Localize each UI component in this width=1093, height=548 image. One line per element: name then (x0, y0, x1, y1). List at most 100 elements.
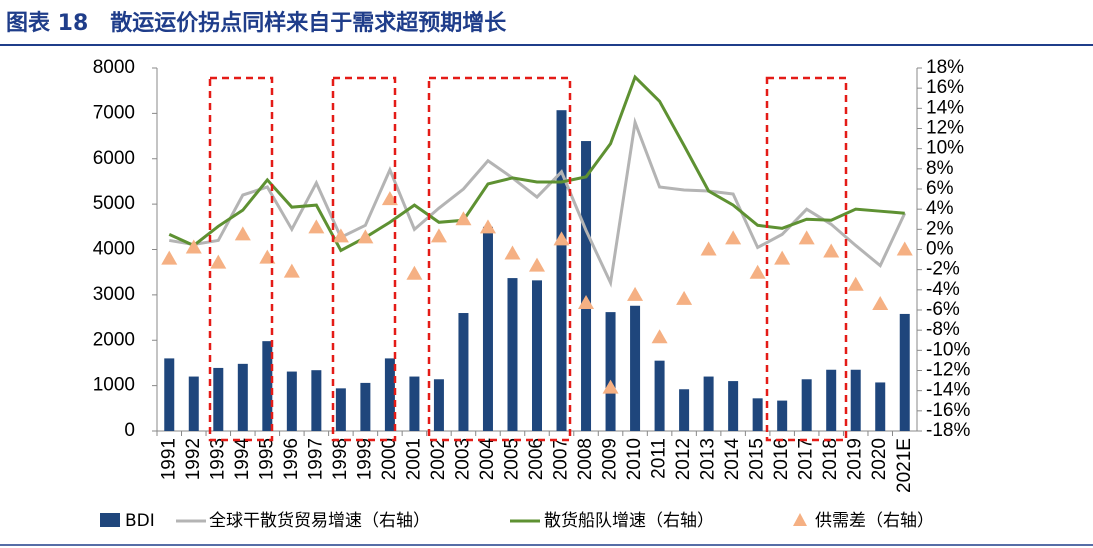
x-tick-label: 1998 (330, 438, 351, 480)
triangle (896, 241, 913, 256)
legend-label: 全球干散货贸易增速（右轴） (209, 511, 430, 531)
bar (899, 313, 910, 431)
highlight-box (208, 76, 274, 442)
x-tick-label: 1996 (281, 438, 302, 480)
legend-label: 散货船队增速（右轴） (544, 511, 714, 531)
y2-tick-label: 18% (926, 57, 964, 78)
x-tick-label: 1995 (256, 438, 277, 480)
y2-tick-label: 16% (926, 77, 964, 98)
x-tick-label: 1999 (354, 438, 375, 480)
triangle (602, 379, 619, 394)
y2-tick-label: -14% (926, 380, 970, 401)
y2-tick-label: 14% (926, 97, 964, 118)
triangle (823, 243, 840, 258)
y2-tick-label: -10% (926, 339, 970, 360)
bar (826, 369, 837, 431)
triangle (847, 276, 864, 291)
y-tick-label: 0 (124, 420, 135, 441)
highlight-box (331, 76, 397, 442)
x-tick-label: 1997 (305, 438, 326, 480)
triangle (578, 294, 595, 309)
x-tick-label: 1994 (232, 438, 253, 481)
legend-swatch (793, 513, 807, 526)
x-tick-label: 1991 (158, 438, 179, 480)
triangle (455, 211, 472, 226)
bar (237, 363, 248, 431)
bar (482, 226, 493, 431)
x-tick-label: 2000 (379, 438, 400, 480)
bar (679, 389, 690, 431)
highlight-box (765, 76, 848, 442)
chart-title: 图表 18 散运运价拐点同样来自于需求超预期增长 (6, 10, 507, 36)
highlights (208, 76, 848, 442)
bar (360, 382, 371, 431)
y-tick-label: 3000 (93, 284, 135, 305)
triangle (161, 250, 178, 265)
triangle (700, 241, 717, 256)
x-tick-label: 2020 (869, 438, 890, 480)
y2-tick-label: 2% (926, 218, 954, 239)
bar (213, 367, 224, 431)
bar (630, 305, 641, 431)
triangle (553, 231, 570, 246)
y-tick-label: 8000 (93, 57, 135, 78)
x-tick-label: 2005 (501, 438, 522, 480)
bar (384, 358, 395, 431)
bar (458, 313, 469, 431)
legend: BDI 全球干散货贸易增速（右轴） 散货船队增速（右轴） 供需差（右轴） (100, 511, 934, 531)
triangle (627, 286, 644, 301)
triangle (210, 254, 227, 269)
y-tick-label: 7000 (93, 102, 135, 123)
bar (556, 110, 567, 431)
x-tick-label: 2021E (894, 438, 915, 493)
bar (286, 371, 297, 431)
x-tick-label: 2014 (722, 438, 743, 481)
y2-tick-label: 6% (926, 178, 954, 199)
y2-tick-label: 10% (926, 138, 964, 159)
bar (188, 376, 199, 431)
y-tick-label: 2000 (93, 329, 135, 350)
x-tick-label: 2006 (526, 438, 547, 480)
triangle (529, 257, 545, 272)
x-tick-label: 2002 (428, 438, 449, 480)
triangle (283, 263, 300, 278)
legend-swatch (100, 513, 120, 527)
line (168, 74, 905, 253)
y2-tick-label: -2% (926, 259, 960, 280)
bar (875, 382, 886, 431)
y2-tick-label: 8% (926, 158, 954, 179)
bar (262, 341, 273, 431)
triangle (406, 265, 423, 280)
y-tick-label: 1000 (93, 375, 135, 396)
triangle (332, 228, 349, 243)
y-tick-label: 4000 (93, 239, 135, 260)
bar (850, 369, 861, 431)
x-tick-label: 2010 (624, 438, 645, 480)
y2-tick-label: -6% (926, 299, 960, 320)
plot-area: 0 1000 2000 3000 4000 5000 6000 7000 8000 -18%-16… (93, 57, 971, 493)
x-tick-label: 2017 (796, 438, 817, 480)
highlight-box (427, 76, 572, 442)
x-tick-label: 1992 (183, 438, 204, 480)
triangle (479, 219, 496, 234)
triangle (676, 290, 693, 305)
bar (532, 280, 542, 431)
triangle (234, 226, 251, 241)
x-tick-label: 2003 (452, 438, 473, 480)
triangle (504, 245, 521, 260)
x-tick-label: 2019 (845, 438, 866, 480)
y2-tick-label: 4% (926, 198, 954, 219)
triangle (185, 239, 202, 254)
triangle (872, 295, 889, 310)
x-tick-label: 2004 (477, 438, 498, 481)
y2-tick-label: 12% (926, 118, 964, 139)
y2-tick-label: -8% (926, 319, 960, 340)
x-tick-label: 2008 (575, 438, 596, 480)
triangle (357, 229, 374, 244)
triangle (749, 264, 766, 279)
x-tick-label: 2009 (600, 438, 621, 480)
y-tick-label: 5000 (93, 193, 135, 214)
bar (433, 379, 444, 431)
bar (777, 400, 788, 431)
y-tick-label: 6000 (93, 148, 135, 169)
